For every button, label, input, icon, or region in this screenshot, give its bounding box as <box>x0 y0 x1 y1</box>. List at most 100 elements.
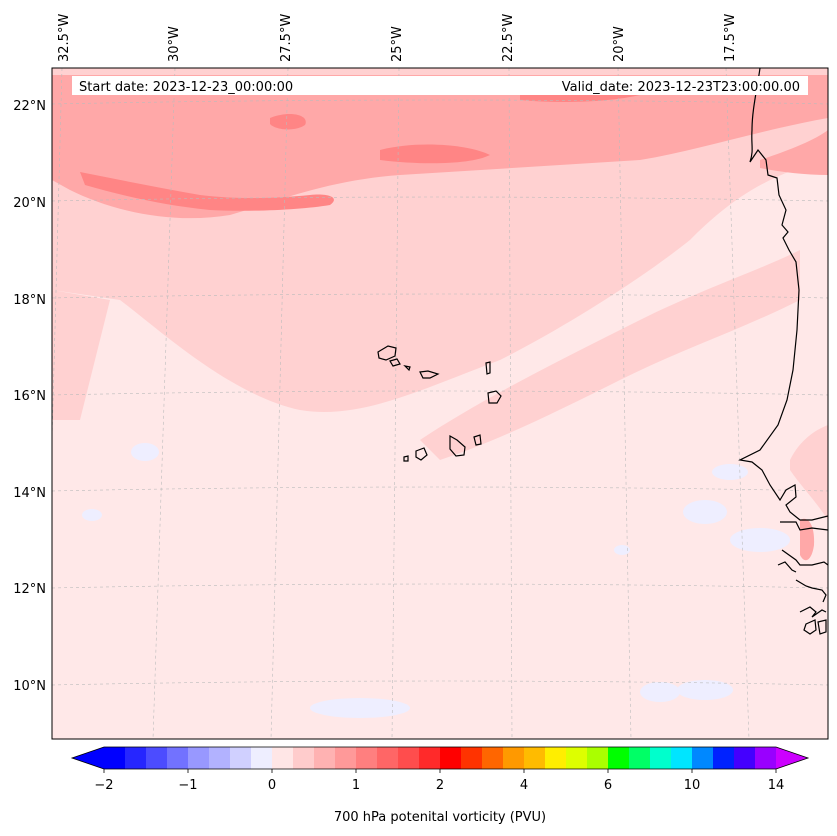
lon-label-17-5w: 17.5°W <box>723 14 738 62</box>
meridian-27-5w <box>270 68 289 739</box>
header-box <box>72 76 808 95</box>
lon-label-32-5w: 32.5°W <box>57 14 72 62</box>
west-africa-coastline <box>738 68 828 635</box>
colorbar-segment <box>419 747 441 769</box>
field-coastal-pocket <box>790 425 828 520</box>
colorbar-segment <box>692 747 714 769</box>
colorbar-segment <box>440 747 462 769</box>
island-santo-antao <box>377 345 397 361</box>
colorbar-segment <box>545 747 567 769</box>
parallel-18n <box>52 293 828 299</box>
colorbar-tick-label: 14 <box>768 778 785 793</box>
colorbar-segment <box>608 747 630 769</box>
lat-label-12n: 12°N <box>13 582 46 597</box>
field-negative-blob-2 <box>82 509 102 521</box>
field-negative-blob-3 <box>712 464 748 480</box>
colorbar-segment <box>356 747 378 769</box>
colorbar: −2 −1 0 1 2 4 6 10 14 700 hPa potenital vorticit… <box>70 746 810 825</box>
lon-label-22-5w: 22.5°W <box>501 14 516 62</box>
colorbar-segment <box>734 747 756 769</box>
colorbar-segment <box>188 747 210 769</box>
colorbar-tick-label: −2 <box>94 778 113 793</box>
meridian-17-5w <box>725 68 750 739</box>
island-sal <box>485 361 491 375</box>
colorbar-ticks: −2 −1 0 1 2 4 6 10 14 <box>94 769 784 793</box>
field-negative-blob-8 <box>677 680 733 700</box>
meridian-22-5w <box>508 68 513 739</box>
field-band-light-west <box>52 290 110 420</box>
start-date-label: Start date: 2023-12-23_00:00:00 <box>79 80 293 95</box>
colorbar-tick-label: 10 <box>684 778 701 793</box>
field-negative-blob-6 <box>310 698 410 718</box>
field-streak-strong-2 <box>270 114 306 130</box>
colorbar-segment <box>524 747 546 769</box>
colorbar-segment <box>335 747 357 769</box>
field-streak-strong-3 <box>380 144 490 164</box>
colorbar-under-arrow <box>72 747 104 769</box>
colorbar-tick-label: 6 <box>604 778 612 793</box>
colorbar-tick-label: 2 <box>436 778 444 793</box>
meridian-30w <box>152 68 176 739</box>
colorbar-segment <box>461 747 483 769</box>
lat-label-20n: 20°N <box>13 196 46 211</box>
colorbar-segment <box>650 747 672 769</box>
colorbar-segment <box>167 747 189 769</box>
graticule <box>52 68 828 739</box>
field-negative-blob-9 <box>614 545 630 555</box>
colorbar-tick-label: 4 <box>520 778 528 793</box>
colorbar-segment <box>671 747 693 769</box>
parallel-10n <box>52 680 828 686</box>
island-santiago <box>449 434 466 457</box>
latitude-labels: 22°N 20°N 18°N 16°N 14°N 12°N 10°N <box>13 99 46 694</box>
cape-verde-islands <box>377 345 502 462</box>
field-negative-blob-5 <box>730 528 790 552</box>
island-maio <box>473 434 482 446</box>
parallel-22n <box>52 99 828 105</box>
colorbar-segment <box>125 747 147 769</box>
colorbar-segment <box>209 747 231 769</box>
colorbar-over-arrow <box>776 747 808 769</box>
colorbar-segment <box>587 747 609 769</box>
colorbar-segment <box>272 747 294 769</box>
field-band-light-diagonal <box>420 250 800 460</box>
field-streak-strong-1 <box>80 172 334 211</box>
colorbar-tick-label: 0 <box>268 778 276 793</box>
island-sao-vicente <box>389 358 401 367</box>
lat-label-16n: 16°N <box>13 389 46 404</box>
lon-label-27-5w: 27.5°W <box>279 14 294 62</box>
colorbar-segment <box>503 747 525 769</box>
parallel-16n <box>52 390 828 396</box>
colorbar-segments <box>104 747 777 769</box>
field-band-medium-2 <box>760 130 828 175</box>
island-fogo <box>415 447 428 461</box>
island-brava <box>403 455 409 462</box>
colorbar-segment <box>293 747 315 769</box>
colorbar-segment <box>230 747 252 769</box>
field-negative-blob-4 <box>683 500 727 524</box>
pv-field <box>52 68 828 739</box>
field-negative-blob-7 <box>640 682 680 702</box>
colorbar-title: 700 hPa potenital vorticity (PVU) <box>334 810 546 825</box>
colorbar-segment <box>398 747 420 769</box>
field-negative-blob-1 <box>131 443 159 461</box>
colorbar-segment <box>251 747 273 769</box>
island-boa-vista <box>487 390 502 404</box>
colorbar-segment <box>104 747 126 769</box>
colorbar-segment <box>755 747 777 769</box>
colorbar-segment <box>713 747 735 769</box>
meridian-20w <box>617 68 632 739</box>
longitude-labels: 32.5°W 30°W 27.5°W 25°W 22.5°W 20°W 17.5… <box>57 14 738 62</box>
colorbar-segment <box>482 747 504 769</box>
colorbar-segment <box>314 747 336 769</box>
lon-label-30w: 30°W <box>167 26 182 62</box>
lat-label-18n: 18°N <box>13 293 46 308</box>
colorbar-segment <box>566 747 588 769</box>
colorbar-segment <box>377 747 399 769</box>
parallel-20n <box>52 196 828 202</box>
lon-label-25w: 25°W <box>390 26 405 62</box>
map-frame <box>51 67 829 740</box>
valid-date-label: Valid_date: 2023-12-23T23:00:00.00 <box>562 80 800 95</box>
island-sao-nicolau <box>419 370 440 379</box>
parallel-12n <box>52 583 828 589</box>
